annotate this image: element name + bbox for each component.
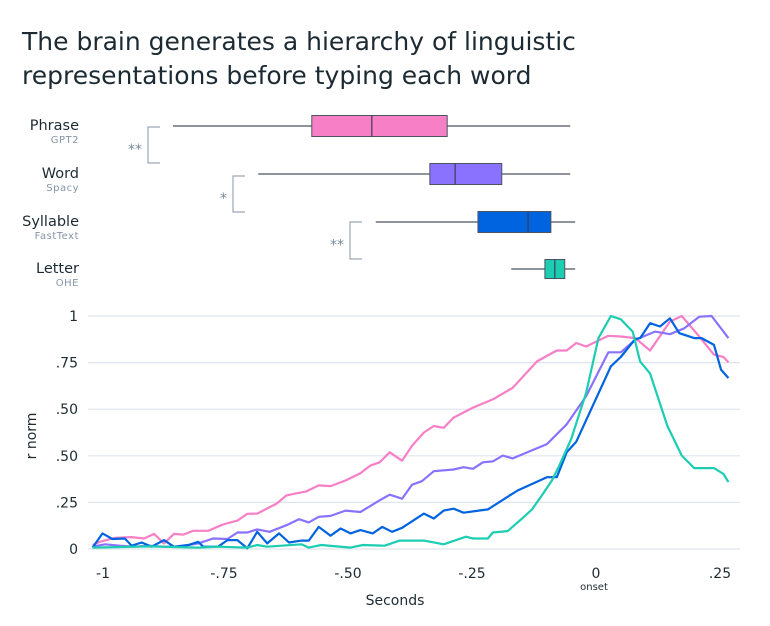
line-chart-panel: 1.75.50.50.250-1 -.75 -.50 -.25 0onset.25Sec… — [24, 309, 740, 609]
significance-bracket — [232, 175, 245, 213]
category-label: Word — [42, 166, 79, 182]
y-tick-label: .50 — [56, 449, 78, 465]
box-syllable — [477, 211, 552, 233]
category-label: Syllable — [22, 214, 79, 230]
box-word — [429, 163, 503, 185]
x-tick-label: 0 — [592, 566, 601, 582]
y-tick-label: .75 — [56, 356, 78, 372]
y-tick-label: .50 — [56, 402, 78, 418]
category-sublabel: GPT2 — [51, 135, 79, 146]
x-axis-label: Seconds — [366, 593, 425, 609]
y-tick-label: 1 — [69, 309, 78, 325]
title-line-1: The brain generates a hierarchy of lingu… — [21, 27, 576, 56]
x-tick-label: -.50 — [334, 566, 361, 582]
x-tick-label: .25 — [709, 566, 731, 582]
category-label: Phrase — [30, 118, 79, 134]
title-line-2: representations before typing each word — [22, 61, 532, 90]
category-sublabel: FastText — [35, 231, 79, 242]
series-line-syllable — [91, 317, 730, 550]
significance-label: * — [220, 191, 227, 207]
y-tick-label: 0 — [69, 542, 78, 558]
category-sublabel: OHE — [56, 278, 79, 289]
significance-label: ** — [330, 238, 344, 254]
x-tick-sublabel: onset — [580, 582, 608, 593]
x-tick-label: -1 — [96, 566, 110, 582]
category-sublabel: Spacy — [46, 183, 79, 194]
x-tick-label: -.75 — [210, 566, 237, 582]
box-phrase — [311, 115, 448, 137]
y-axis-label: r norm — [24, 413, 40, 460]
significance-bracket — [349, 221, 362, 260]
y-tick-label: .25 — [56, 495, 78, 511]
category-label: Letter — [36, 261, 79, 277]
significance-label: ** — [128, 142, 142, 158]
series-line-phrase — [92, 314, 730, 547]
series-line-word — [92, 314, 730, 548]
significance-bracket — [147, 126, 160, 164]
x-tick-label: -.25 — [458, 566, 485, 582]
series-line-letter — [92, 314, 730, 549]
